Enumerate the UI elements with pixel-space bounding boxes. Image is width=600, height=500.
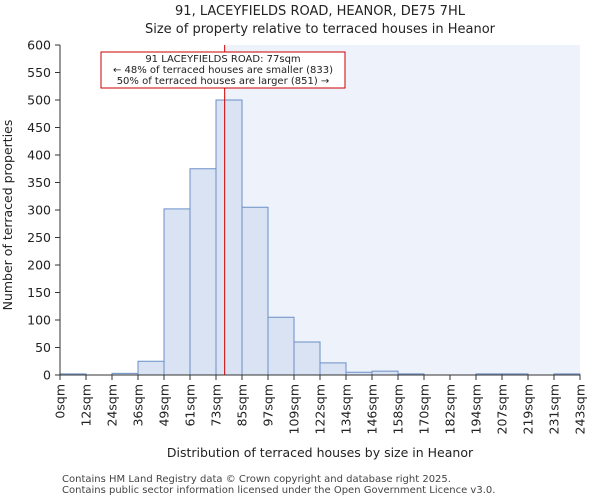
x-tick-label: 73sqm: [209, 384, 224, 427]
x-tick-label: 49sqm: [157, 384, 172, 427]
y-tick-label: 200: [27, 258, 51, 273]
x-axis-ticks: 0sqm 12sqm 24sqm 36sqm 49sqm 61sqm 73sqm 85sqm 9…: [53, 375, 588, 434]
footer-line-1: Contains HM Land Registry data © Crown c…: [62, 474, 451, 485]
bar-122sqm: [319, 362, 347, 376]
bar-73sqm: [215, 99, 243, 376]
y-tick-label: 350: [27, 175, 51, 190]
y-tick-label: 550: [27, 65, 51, 80]
bar-36sqm: [137, 360, 165, 376]
x-axis-label: Distribution of terraced houses by size …: [167, 445, 474, 460]
x-tick-label: 158sqm: [391, 384, 406, 434]
annotation-line-1: 91 LACEYFIELDS ROAD: 77sqm: [145, 54, 300, 65]
y-tick-label: 500: [27, 93, 51, 108]
y-tick-label: 300: [27, 203, 51, 218]
bars: [59, 99, 581, 376]
x-tick-label: 207sqm: [495, 384, 510, 434]
x-tick-label: 109sqm: [287, 384, 302, 434]
annotation-line-3: 50% of terraced houses are larger (851) …: [117, 76, 330, 87]
x-tick-label: 61sqm: [183, 384, 198, 427]
y-axis-label: Number of terraced properties: [0, 120, 15, 311]
bar-49sqm: [163, 208, 191, 376]
x-tick-label: 122sqm: [313, 384, 328, 434]
y-tick-label: 600: [27, 38, 51, 53]
x-tick-label: 12sqm: [79, 384, 94, 427]
bar-109sqm: [293, 341, 321, 376]
x-tick-label: 36sqm: [131, 384, 146, 427]
x-tick-label: 146sqm: [365, 384, 380, 434]
x-tick-label: 0sqm: [53, 384, 68, 419]
y-tick-label: 450: [27, 120, 51, 135]
x-tick-label: 134sqm: [339, 384, 354, 434]
bar-61sqm: [189, 168, 217, 376]
bar-85sqm: [241, 206, 269, 376]
y-axis-ticks: 0 50 100 150 200 250 300 350 400 450 500 550 600: [27, 38, 60, 383]
annotation-box: [100, 51, 346, 89]
chart-subtitle: Size of property relative to terraced ho…: [145, 22, 496, 37]
bar-97sqm: [267, 316, 295, 376]
y-tick-label: 0: [43, 368, 51, 383]
x-tick-label: 97sqm: [261, 384, 276, 427]
x-tick-label: 85sqm: [235, 384, 250, 427]
x-tick-label: 243sqm: [573, 384, 588, 434]
chart-title: 91, LACEYFIELDS ROAD, HEANOR, DE75 7HL: [175, 4, 466, 19]
bar-146sqm: [371, 370, 399, 376]
annotation-line-2: ← 48% of terraced houses are smaller (83…: [113, 65, 333, 76]
x-tick-label: 194sqm: [469, 384, 484, 434]
x-tick-label: 170sqm: [417, 384, 432, 434]
x-tick-label: 182sqm: [443, 384, 458, 434]
x-tick-label: 219sqm: [521, 384, 536, 434]
footer-line-2: Contains public sector information licen…: [62, 485, 496, 496]
x-tick-label: 231sqm: [547, 384, 562, 434]
y-tick-label: 150: [27, 285, 51, 300]
y-tick-label: 250: [27, 230, 51, 245]
y-tick-label: 100: [27, 313, 51, 328]
y-tick-label: 400: [27, 148, 51, 163]
y-tick-label: 50: [35, 340, 51, 355]
x-tick-label: 24sqm: [105, 384, 120, 427]
